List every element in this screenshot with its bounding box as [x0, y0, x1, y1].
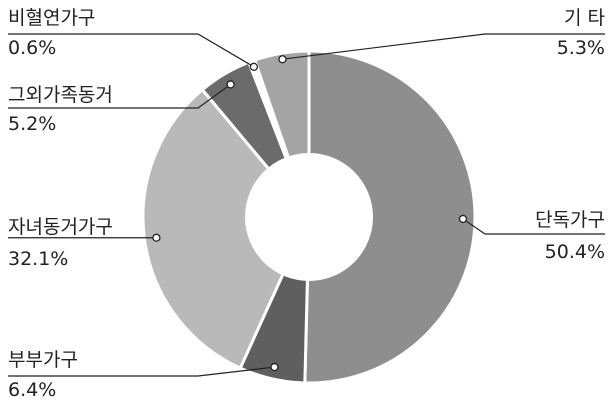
leader-line-부부가구	[8, 366, 275, 377]
slice-labels: 단독가구 50.4% 부부가구 6.4% 자녀동거가구 32.1% 그외가족동거 5.2% 비혈…	[8, 7, 605, 401]
leader-line-비혈연가구	[8, 33, 255, 68]
leader-dot-단독가구	[458, 214, 468, 224]
slice-value-자녀동거가구: 32.1%	[8, 248, 68, 270]
donut-hole	[245, 153, 373, 281]
slice-label-비혈연가구: 비혈연가구	[8, 7, 95, 29]
leader-dot-부부가구	[270, 362, 279, 372]
slice-value-단독가구: 50.4%	[545, 241, 605, 263]
slice-label-기타: 기 타	[564, 7, 605, 29]
leader-dot-자녀동거가구	[152, 233, 161, 242]
slice-label-자녀동거가구: 자녀동거가구	[8, 216, 113, 238]
slice-value-기타: 5.3%	[557, 37, 605, 59]
leader-dot-기타	[278, 55, 287, 64]
leader-dot-그외가족동거	[226, 80, 235, 89]
leader-lines	[8, 33, 605, 377]
slice-value-부부가구: 6.4%	[8, 379, 56, 401]
slice-label-단독가구: 단독가구	[535, 209, 605, 231]
leader-dot-비혈연가구	[249, 62, 259, 71]
leader-line-단독가구	[462, 218, 605, 235]
slice-label-부부가구: 부부가구	[8, 349, 78, 371]
leader-line-그외가족동거	[8, 83, 231, 109]
slice-value-그외가족동거: 5.2%	[8, 113, 56, 135]
slice-자녀동거가구	[141, 87, 311, 371]
slice-label-그외가족동거: 그외가족동거	[8, 84, 113, 106]
slice-단독가구	[303, 49, 477, 385]
slice-value-비혈연가구: 0.6%	[8, 37, 56, 59]
leader-line-기타	[282, 33, 605, 60]
